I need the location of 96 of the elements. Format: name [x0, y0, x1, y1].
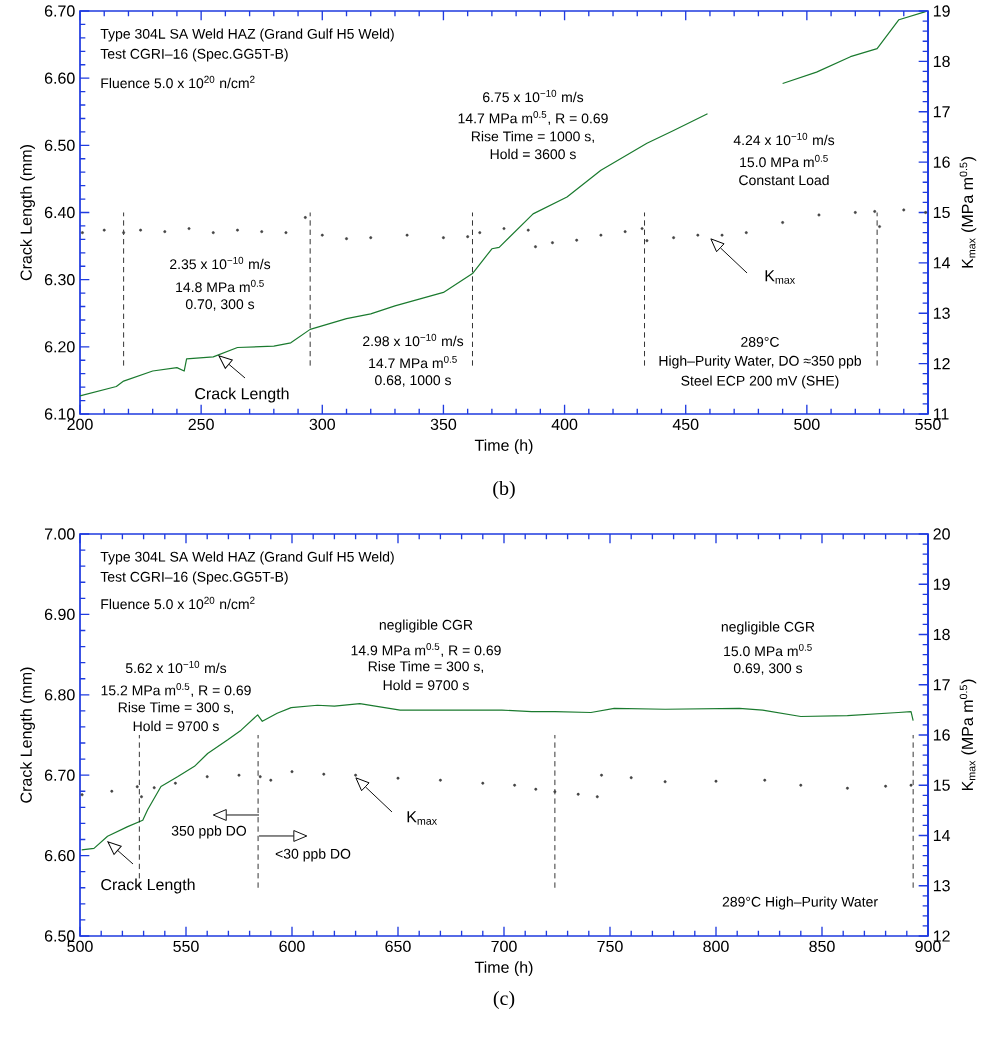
y-tick-label: 6.10 — [44, 408, 75, 420]
y-axis-title: Crack Length (mm) — [20, 667, 35, 803]
y2-axis-title: K$_{max}$ (MPa m$^{0.5}$) — [959, 679, 977, 791]
x-tick-label: 900 — [915, 940, 941, 953]
annotation: 14.7 MPa m$^{0.5}$ — [369, 355, 457, 369]
y-tick-label: 6.80 — [44, 689, 75, 701]
y2-tick-label: 16 — [933, 156, 950, 168]
x-tick-label: 550 — [173, 940, 199, 953]
y-tick-label: 6.50 — [44, 139, 75, 151]
annotation: 15.0 MPa m$^{0.5}$ — [740, 154, 828, 168]
annotation: <30 ppb DO — [275, 848, 351, 862]
y2-tick-label: 17 — [933, 679, 950, 691]
text: (b) — [493, 480, 515, 500]
annotation: Constant Load — [739, 174, 829, 186]
y-tick-label: 6.60 — [44, 72, 75, 84]
annotation: 5.62 x 10$^{−10}$ m/s — [125, 660, 227, 674]
annotation: 14.9 MPa m$^{0.5}$, R = 0.69 — [351, 643, 501, 657]
y2-tick-label: 14 — [933, 830, 951, 841]
x-tick-label: 200 — [67, 418, 93, 431]
text: (c) — [493, 990, 515, 1010]
annotation: 15.0 MPa m$^{0.5}$ — [724, 643, 812, 657]
annotation: Type 304L SA Weld HAZ (Grand Gulf H5 Weld) — [100, 28, 394, 42]
y2-tick-label: 13 — [933, 880, 950, 892]
x-tick-label: 800 — [703, 940, 729, 953]
annotation: 14.7 MPa m$^{0.5}$, R = 0.69 — [458, 111, 608, 125]
x-axis-title: Time (h) — [474, 439, 533, 455]
annotation: 2.35 x 10$^{−10}$ m/s — [170, 256, 271, 270]
annotation: 14.8 MPa m$^{0.5}$ — [176, 279, 264, 293]
x-tick-label: 750 — [597, 940, 623, 953]
annotation: 15.2 MPa m$^{0.5}$, R = 0.69 — [101, 683, 251, 697]
annotation: High–Purity Water, DO ≈350 ppb — [659, 355, 862, 369]
x-tick-label: 400 — [551, 418, 578, 431]
annotation: Fluence 5.0 x 10$^{20}$ n/cm$^{2}$ — [101, 75, 255, 89]
y-tick-label: 7.00 — [44, 528, 75, 540]
y-tick-label: 6.30 — [44, 274, 75, 286]
text: K$_{max}$ — [765, 270, 795, 284]
x-tick-label: 350 — [430, 418, 457, 431]
x-tick-label: 250 — [188, 418, 214, 431]
annotation: Test CGRI–16 (Spec.GG5T-B) — [100, 48, 288, 62]
x-tick-label: 650 — [385, 940, 411, 953]
y-axis-title: Crack Length (mm) — [20, 145, 35, 281]
annotation: negligible CGR — [379, 619, 473, 633]
x-tick-label: 450 — [672, 418, 699, 431]
annotation: 289°C — [741, 337, 779, 347]
x-tick-label: 850 — [809, 940, 835, 953]
series-label: Crack Length — [195, 387, 289, 403]
y2-tick-label: 19 — [933, 578, 950, 590]
y2-axis-title: K$_{max}$ (MPa m$^{0.5}$) — [959, 157, 977, 268]
y-tick-label: 6.20 — [44, 341, 75, 353]
y-tick-label: 6.70 — [44, 5, 75, 17]
annotation: 0.69, 300 s — [733, 663, 803, 675]
x-tick-label: 500 — [67, 940, 93, 953]
y2-tick-label: 20 — [933, 528, 950, 540]
annotation: Hold = 9700 s — [383, 679, 469, 691]
annotation: 4.24 x 10$^{−10}$ m/s — [733, 132, 835, 146]
annotation: 6.75 x 10$^{−10}$ m/s — [483, 89, 584, 103]
y-tick-label: 6.60 — [44, 849, 75, 862]
y2-tick-label: 14 — [933, 257, 951, 269]
annotation: negligible CGR — [721, 621, 815, 635]
x-tick-label: 700 — [491, 940, 517, 953]
y-tick-label: 6.40 — [44, 206, 75, 219]
y2-tick-label: 17 — [933, 106, 950, 118]
x-tick-label: 500 — [794, 418, 820, 431]
annotation: 289°C High–Purity Water — [722, 896, 878, 910]
y2-tick-label: 15 — [933, 206, 950, 219]
annotation: Rise Time = 1000 s, — [471, 131, 594, 143]
annotation: 0.68, 1000 s — [375, 375, 451, 387]
x-axis-title: Time (h) — [474, 961, 533, 977]
x-tick-label: 300 — [309, 418, 336, 431]
y2-tick-label: 12 — [933, 358, 950, 370]
x-tick-label: 550 — [915, 418, 941, 431]
annotation: Type 304L SA Weld HAZ (Grand Gulf H5 Weld) — [100, 551, 394, 565]
y-tick-label: 6.90 — [44, 608, 75, 621]
y2-tick-label: 11 — [933, 408, 949, 420]
y2-tick-label: 18 — [933, 628, 950, 641]
annotation: 2.98 x 10$^{−10}$ m/s — [363, 333, 464, 347]
y2-tick-label: 15 — [933, 779, 950, 791]
y2-tick-label: 18 — [933, 55, 950, 68]
annotation: Hold = 9700 s — [133, 720, 219, 732]
annotation: 350 ppb DO — [171, 825, 247, 839]
y-tick-label: 6.70 — [44, 769, 75, 781]
annotation: Steel ECP 200 mV (SHE) — [681, 375, 839, 389]
annotation: Fluence 5.0 x 10$^{20}$ n/cm$^{2}$ — [101, 596, 255, 610]
annotation: Rise Time = 300 s, — [368, 661, 483, 673]
series-label: K$_{max}$ — [407, 811, 437, 825]
annotation: Hold = 3600 s — [490, 148, 576, 160]
y-tick-label: 6.50 — [44, 930, 75, 942]
y2-tick-label: 19 — [933, 5, 950, 17]
x-tick-label: 600 — [279, 940, 305, 953]
series-label: Crack Length — [101, 878, 195, 894]
y2-tick-label: 13 — [933, 307, 950, 319]
y2-tick-label: 16 — [933, 729, 950, 741]
y2-tick-label: 12 — [933, 930, 950, 942]
annotation: Test CGRI–16 (Spec.GG5T-B) — [100, 571, 288, 585]
annotation: Rise Time = 300 s, — [118, 702, 234, 714]
annotation: 0.70, 300 s — [185, 299, 255, 311]
